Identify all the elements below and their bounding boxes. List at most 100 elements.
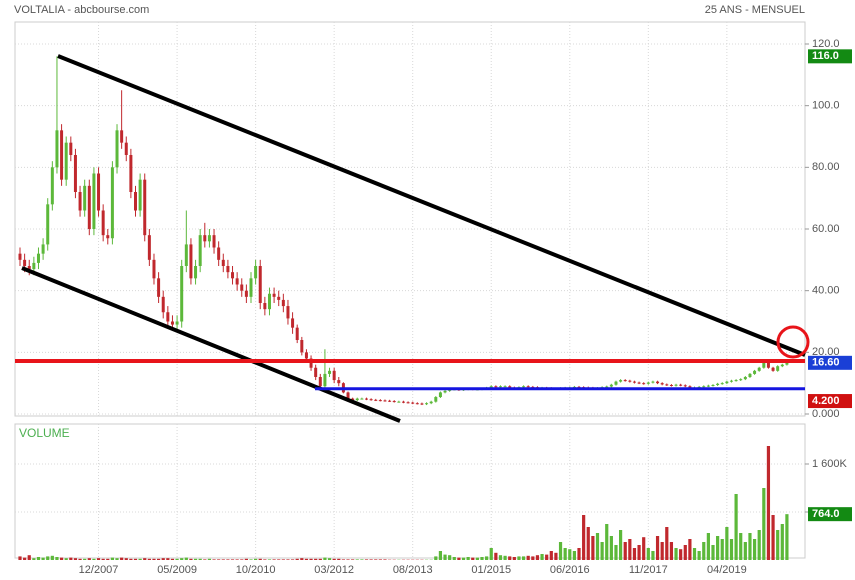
volume-bar [720, 539, 724, 560]
volume-bar [133, 558, 138, 560]
candle-body [771, 367, 775, 371]
volume-bar [776, 530, 780, 560]
candle-body [323, 373, 327, 387]
volume-bar [489, 548, 493, 560]
y-tick-label: 120.0 [812, 38, 840, 50]
volume-bar [461, 557, 466, 560]
volume-bar [785, 514, 789, 560]
volume-bar [669, 542, 674, 560]
volume-bar [18, 556, 22, 560]
volume-bar [64, 558, 68, 560]
candle-body [646, 382, 650, 384]
candle-body [27, 266, 31, 270]
candle-body [711, 385, 715, 387]
candle-body [170, 321, 174, 325]
volume-bar [346, 559, 350, 560]
candle-body [277, 296, 281, 300]
candle-body [78, 192, 82, 211]
candle-body [23, 259, 27, 266]
candle-body [69, 142, 73, 155]
candle-body [291, 318, 295, 328]
volume-bar [120, 557, 124, 560]
candle-body [688, 386, 692, 388]
volume-bar [660, 542, 664, 560]
x-tick-label: 10/2010 [236, 564, 276, 576]
candle-body [337, 380, 341, 384]
candle-body [295, 327, 299, 340]
volume-bar [101, 558, 105, 560]
candle-body [734, 380, 738, 382]
volume-bar [87, 558, 91, 560]
volume-bar [161, 558, 165, 560]
price-tag-label: 116.0 [812, 50, 839, 62]
trend-line [57, 54, 806, 357]
volume-bar [110, 557, 114, 560]
x-tick-label: 12/2007 [79, 564, 119, 576]
candle-body [73, 155, 77, 192]
volume-bar [221, 559, 225, 560]
candle-body [383, 400, 387, 402]
volume-bar [605, 524, 609, 560]
volume-panel [14, 423, 806, 559]
volume-bar [692, 548, 697, 560]
candle-body [743, 377, 747, 380]
volume-bar [180, 558, 184, 560]
volume-bar [189, 558, 193, 560]
candle-body [226, 266, 230, 273]
volume-bar [568, 549, 572, 560]
volume-bar [240, 559, 244, 560]
candle-body [157, 278, 161, 297]
candle-body [147, 235, 151, 260]
volume-bar [535, 555, 540, 560]
candle-body [679, 384, 683, 386]
volume-tag [808, 507, 852, 522]
volume-bar [494, 552, 498, 560]
volume-bar [226, 559, 230, 560]
candle-body [231, 272, 235, 279]
candle-body [623, 380, 627, 382]
candle-body [785, 362, 789, 365]
volume-bar [193, 558, 198, 560]
candle-body [240, 284, 244, 291]
y-tick-label: 100.0 [812, 100, 840, 112]
candle-body [674, 384, 678, 386]
volume-bar [378, 559, 382, 560]
volume-bar [517, 556, 521, 560]
candle-body [669, 385, 673, 387]
candle-body [207, 235, 211, 242]
volume-bar [485, 556, 489, 560]
volume-bar [683, 545, 687, 560]
volume-bar [572, 551, 576, 560]
candle-body [489, 386, 493, 388]
volume-bar [619, 530, 623, 560]
volume-bar [545, 554, 549, 560]
price-panel [14, 21, 806, 417]
volume-bar [175, 558, 179, 560]
y-tick-label: 20.00 [812, 346, 840, 358]
price-tag-label: 16.60 [812, 357, 840, 369]
candle-body [780, 364, 784, 367]
chart-subtitle: 25 ANS - MENSUEL [705, 4, 805, 16]
candle-body [101, 210, 105, 236]
volume-bar [360, 559, 364, 560]
candle-body [378, 400, 382, 402]
volume-bar [73, 558, 78, 560]
candle-body [18, 253, 22, 260]
candle-body [660, 383, 664, 385]
volume-bar [374, 559, 378, 560]
volume-bar [674, 548, 678, 560]
candle-body [203, 235, 207, 242]
volume-bar [711, 545, 715, 560]
volume-bar [96, 558, 101, 560]
candle-body [175, 321, 179, 325]
volume-bar [498, 555, 503, 560]
volume-bar [632, 548, 637, 560]
volume-bar [780, 524, 784, 560]
volume-bar [244, 558, 248, 560]
volume-bar [549, 551, 553, 560]
volume-bar [531, 556, 535, 560]
price-tag [808, 355, 852, 370]
candle-body [272, 293, 276, 297]
candle-body [632, 381, 636, 383]
volume-bar [217, 559, 221, 560]
